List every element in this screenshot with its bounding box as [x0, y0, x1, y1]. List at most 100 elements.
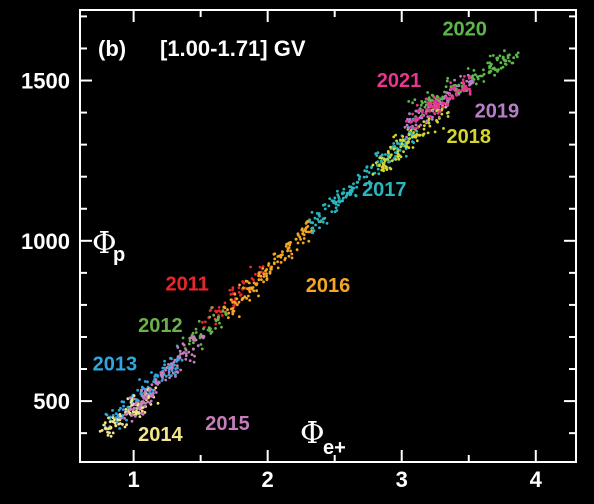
data-point	[442, 105, 445, 109]
data-point	[405, 123, 409, 127]
data-point	[502, 58, 506, 62]
data-point	[260, 278, 263, 281]
data-point	[141, 412, 145, 416]
data-point	[239, 294, 242, 297]
data-point	[302, 237, 306, 240]
data-point	[411, 112, 414, 116]
data-point	[231, 312, 235, 316]
data-point	[463, 74, 466, 78]
data-point	[164, 374, 168, 378]
data-point	[294, 237, 298, 241]
x-axis-label-symbol: Φ	[300, 416, 325, 451]
data-point	[354, 193, 357, 197]
x-axis-label: Φ e+	[300, 416, 346, 459]
data-point	[252, 281, 256, 285]
data-point	[193, 338, 197, 342]
year-label-2021: 2021	[377, 70, 422, 92]
data-point	[468, 75, 472, 79]
data-point	[160, 379, 164, 382]
data-point	[228, 288, 232, 292]
data-point	[178, 349, 182, 353]
data-point	[437, 115, 441, 119]
data-point	[220, 314, 224, 317]
data-point	[307, 239, 311, 243]
data-point	[301, 241, 305, 245]
data-point	[413, 126, 417, 130]
data-point	[287, 246, 291, 250]
data-point	[222, 305, 226, 309]
data-point	[380, 159, 383, 163]
data-point	[409, 129, 413, 132]
data-point	[272, 261, 276, 265]
data-point	[176, 346, 180, 349]
data-point	[449, 85, 453, 88]
data-point	[265, 274, 268, 278]
data-point	[123, 416, 126, 420]
data-point	[114, 424, 118, 428]
data-point	[224, 312, 228, 316]
data-point	[355, 185, 359, 189]
data-point	[416, 126, 419, 130]
series-2015	[120, 334, 206, 423]
data-point	[394, 154, 397, 158]
data-point	[429, 102, 433, 105]
data-point	[204, 320, 207, 324]
data-point	[451, 97, 455, 100]
data-point	[409, 132, 413, 136]
year-label-2015: 2015	[205, 413, 250, 435]
data-point	[146, 380, 149, 384]
data-point	[255, 282, 259, 285]
data-point	[402, 150, 405, 154]
data-point	[258, 265, 262, 269]
data-point	[170, 365, 174, 369]
data-point	[445, 103, 449, 106]
data-point	[449, 81, 452, 84]
data-point	[154, 381, 158, 385]
data-point	[428, 110, 431, 113]
data-point	[202, 327, 205, 331]
data-point	[348, 185, 351, 189]
data-point	[408, 117, 412, 121]
data-point	[191, 331, 195, 335]
data-point	[144, 389, 147, 393]
data-point	[250, 287, 254, 291]
data-point	[248, 298, 252, 302]
data-point	[399, 155, 403, 159]
data-point	[515, 55, 519, 59]
data-point	[368, 180, 371, 184]
data-point	[181, 352, 185, 355]
year-label-2016: 2016	[306, 275, 351, 297]
data-point	[265, 278, 269, 282]
data-point	[123, 425, 127, 429]
data-point	[194, 331, 198, 334]
data-point	[140, 389, 144, 393]
data-point	[168, 367, 172, 370]
data-point	[163, 359, 167, 363]
data-point	[408, 137, 411, 140]
data-point	[130, 403, 134, 407]
data-point	[396, 155, 400, 159]
data-point	[212, 313, 216, 317]
data-point	[499, 61, 503, 65]
data-point	[395, 146, 399, 150]
data-point	[241, 296, 245, 300]
data-point	[137, 411, 141, 414]
data-point	[441, 95, 445, 99]
data-point	[417, 109, 420, 113]
data-point	[426, 115, 430, 119]
data-point	[445, 79, 449, 83]
data-point	[447, 111, 450, 114]
data-point	[334, 206, 338, 210]
data-point	[412, 141, 415, 145]
data-point	[237, 286, 241, 290]
data-point	[175, 364, 179, 367]
data-point	[104, 412, 108, 416]
data-point	[440, 112, 444, 116]
data-point	[497, 68, 500, 72]
data-point	[123, 412, 127, 416]
data-point	[157, 381, 161, 384]
data-point	[299, 238, 302, 241]
data-point	[364, 183, 368, 187]
data-point	[506, 56, 510, 60]
data-point	[304, 226, 308, 230]
